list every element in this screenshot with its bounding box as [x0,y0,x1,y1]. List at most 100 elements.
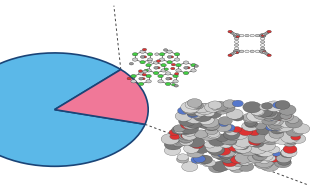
Circle shape [209,163,225,173]
Circle shape [280,112,292,119]
Circle shape [225,138,237,145]
Circle shape [194,109,207,116]
Circle shape [263,51,266,53]
Circle shape [246,156,258,164]
Circle shape [158,74,163,78]
Circle shape [181,132,191,139]
Circle shape [194,65,198,67]
Circle shape [261,103,273,109]
Circle shape [183,105,198,115]
Circle shape [266,32,269,34]
Circle shape [261,115,277,125]
Circle shape [143,56,147,58]
Circle shape [178,133,194,143]
Circle shape [259,34,266,38]
Circle shape [179,136,192,143]
Circle shape [238,162,254,171]
Circle shape [223,129,240,140]
Circle shape [183,71,189,75]
Circle shape [187,111,199,118]
Circle shape [185,112,204,123]
Circle shape [193,103,209,113]
Circle shape [173,125,185,132]
Circle shape [224,160,242,170]
Circle shape [198,155,212,164]
Circle shape [171,67,175,70]
Circle shape [178,126,193,135]
Circle shape [205,132,218,140]
Circle shape [217,151,227,157]
Circle shape [252,151,268,160]
Circle shape [262,159,275,166]
Circle shape [228,30,232,33]
Circle shape [239,127,253,136]
Circle shape [154,67,158,69]
Circle shape [174,84,178,87]
Circle shape [257,140,275,151]
Circle shape [267,120,283,130]
Circle shape [221,135,237,145]
Circle shape [267,30,271,33]
Circle shape [207,144,221,153]
Circle shape [274,157,291,168]
Circle shape [279,105,296,115]
Circle shape [180,120,195,129]
Circle shape [173,80,178,83]
Circle shape [142,78,145,80]
Circle shape [229,54,232,56]
Circle shape [234,34,239,37]
Circle shape [293,124,310,134]
Circle shape [234,50,239,53]
Circle shape [175,111,193,121]
Circle shape [264,52,268,54]
Circle shape [176,64,181,67]
Circle shape [201,117,219,128]
Circle shape [243,102,261,113]
Circle shape [187,148,204,158]
Circle shape [232,145,246,153]
Circle shape [242,139,252,145]
Circle shape [234,44,239,46]
Circle shape [250,50,254,53]
Circle shape [267,54,270,56]
Circle shape [245,120,258,128]
Circle shape [270,121,284,129]
Circle shape [284,139,296,147]
Circle shape [177,156,189,163]
Circle shape [142,48,147,51]
Circle shape [199,130,217,140]
Circle shape [175,73,179,75]
Circle shape [269,118,280,125]
Circle shape [218,117,232,125]
Circle shape [232,100,243,107]
Circle shape [188,105,198,112]
Circle shape [217,147,231,155]
Circle shape [184,67,188,69]
Circle shape [229,163,245,173]
Circle shape [219,121,228,127]
Circle shape [144,69,149,72]
Circle shape [249,138,261,145]
Circle shape [233,49,240,53]
Circle shape [266,101,283,112]
Circle shape [225,128,238,136]
Circle shape [170,137,187,147]
Circle shape [161,134,179,145]
Circle shape [270,113,283,121]
Circle shape [189,102,201,109]
Circle shape [167,60,172,64]
Circle shape [271,126,284,134]
Circle shape [236,36,239,38]
Circle shape [232,159,245,167]
Circle shape [207,124,218,131]
Circle shape [263,33,266,36]
Circle shape [261,35,265,36]
Circle shape [277,112,294,121]
Circle shape [154,71,159,75]
Circle shape [148,60,152,63]
Circle shape [285,118,302,128]
Circle shape [259,104,271,110]
Circle shape [266,124,276,131]
Circle shape [182,131,197,140]
Circle shape [231,113,244,121]
